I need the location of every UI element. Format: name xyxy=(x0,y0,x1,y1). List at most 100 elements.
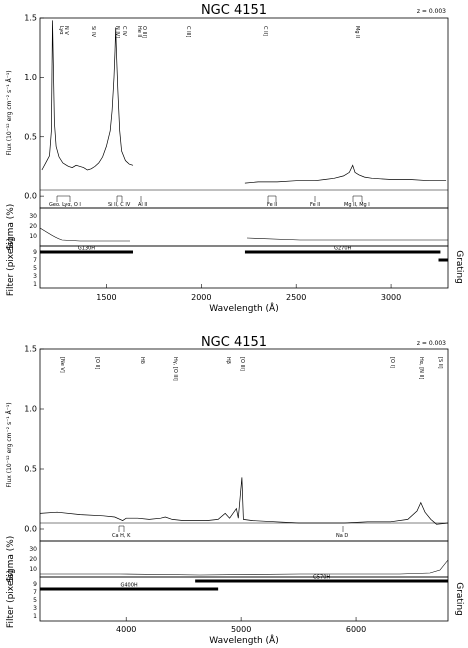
top-grating-label-1: G130H xyxy=(78,246,95,252)
top-filter-frame xyxy=(39,245,449,289)
bottom-y-tick-label: 1.5 xyxy=(24,345,37,354)
bottom-redshift-label: z = 0.003 xyxy=(417,340,446,347)
bottom-y-tick-label: 0.5 xyxy=(24,465,37,474)
bottom-x-tick-label: 5000 xyxy=(231,625,251,634)
bottom-y-tick-label: 1.0 xyxy=(24,405,37,414)
top-filter-tick-3: 3 xyxy=(33,273,37,280)
bottom-x-tick-label: 6000 xyxy=(346,625,366,634)
top-series-line-1 xyxy=(41,20,134,171)
top-sigma-tick-30: 30 xyxy=(29,213,37,220)
absorption-label-feii-2: Fe II xyxy=(310,202,320,208)
top-redshift-label: z = 0.003 xyxy=(417,8,446,15)
bottom-grating-label: Grating xyxy=(454,582,464,616)
bottom-x-tick-label: 4000 xyxy=(116,625,136,634)
top-series-line-2 xyxy=(244,164,447,184)
top-panel: NGC 4151 z = 0.003 Flux (10⁻¹² erg cm⁻² … xyxy=(6,3,464,314)
top-y-ticks: 0.0 0.5 1.0 1.5 xyxy=(24,14,44,201)
emission-label-halpha: Hα, [N II] xyxy=(418,357,424,379)
absorption-label-geo: Geo. Lyα, O I xyxy=(49,202,81,208)
emission-label-oii: [O II] xyxy=(94,357,100,369)
bottom-grating-bar-2 xyxy=(195,579,448,583)
bottom-sigma-curve xyxy=(40,559,449,576)
emission-label-oiii-b: [O III] xyxy=(239,357,245,371)
emission-label-heii: He II xyxy=(136,26,142,37)
bottom-flux-frame xyxy=(39,348,449,542)
top-grating-bars: G130H G270H xyxy=(40,246,448,262)
bottom-filter-tick-7: 7 xyxy=(33,589,37,596)
top-y-tick-label: 0.0 xyxy=(24,192,37,201)
top-filter-label: Filter (pixels) xyxy=(6,238,16,296)
top-filter-tick-7: 7 xyxy=(33,257,37,264)
emission-label-hbeta: Hβ xyxy=(225,357,231,364)
bottom-sigma-tick-30: 30 xyxy=(29,546,37,553)
emission-label-oi: [O I] xyxy=(389,357,395,368)
absorption-label-na: Na D xyxy=(336,533,348,539)
absorption-mark-feii-1 xyxy=(267,195,277,202)
top-filter-tick-5: 5 xyxy=(33,265,37,272)
absorption-label-feii-1: Fe II xyxy=(267,202,277,208)
bottom-sigma-label: Sigma (%) xyxy=(6,536,16,583)
bottom-sigma-frame xyxy=(39,540,449,578)
top-emission-lines: Lyα N V Si IV N IV] C IV He II O III] C … xyxy=(58,26,360,38)
bottom-absorption-lines xyxy=(118,525,344,532)
emission-label-ciii: C III] xyxy=(185,26,191,38)
top-y-tick-label: 0.5 xyxy=(24,132,37,141)
top-x-ticks: 1500 2000 2500 3000 xyxy=(96,284,401,302)
top-y-tick-label: 1.0 xyxy=(24,73,37,82)
emission-label-civ: C IV xyxy=(121,26,127,37)
bottom-filter-tick-1: 1 xyxy=(33,613,37,620)
bottom-sigma-tick-10: 10 xyxy=(29,566,37,573)
bottom-grating-label-2: G570H xyxy=(313,575,330,581)
bottom-grating-bars: G400H G570H xyxy=(40,575,448,591)
top-x-tick-label: 1500 xyxy=(96,293,116,302)
bottom-y-tick-label: 0.0 xyxy=(24,525,37,534)
top-data-series xyxy=(41,20,447,184)
bottom-grating-bar-1 xyxy=(40,587,219,591)
emission-label-hdelta: Hδ xyxy=(139,357,145,364)
emission-label-lya: Lyα xyxy=(58,26,64,35)
top-x-tick-label: 2500 xyxy=(286,293,306,302)
bottom-grating-label-1: G400H xyxy=(120,583,137,589)
top-sigma-curve xyxy=(39,227,448,242)
top-x-axis-label: Wavelength (Å) xyxy=(209,302,278,314)
absorption-label-siii: Si II, C IV xyxy=(108,202,131,208)
emission-label-mgii: Mg II xyxy=(354,26,360,38)
emission-label-niv: N IV] xyxy=(114,26,120,38)
bottom-filter-tick-5: 5 xyxy=(33,597,37,604)
top-grating-bar-1 xyxy=(40,250,133,254)
bottom-x-ticks: 4000 5000 6000 xyxy=(116,617,366,634)
bottom-series-line-1 xyxy=(39,477,449,525)
bottom-emission-lines: [Ne V] [O II] Hδ Hγ, [O III] Hβ [O III] … xyxy=(59,357,443,381)
bottom-sigma-tick-20: 20 xyxy=(29,556,37,563)
emission-label-cii: C II] xyxy=(262,26,268,36)
top-x-tick-label: 3000 xyxy=(381,293,401,302)
bottom-data-series xyxy=(39,477,449,525)
bottom-panel: NGC 4151 z = 0.003 Flux (10⁻¹² erg cm⁻² … xyxy=(6,335,464,646)
emission-label-nv: N V xyxy=(63,26,69,35)
emission-label-sii: [S II] xyxy=(437,357,443,369)
bottom-y-ticks: 0.0 0.5 1.0 1.5 xyxy=(24,345,44,534)
top-sigma-tick-20: 20 xyxy=(29,223,37,230)
absorption-mark-geo xyxy=(56,195,71,202)
emission-label-nev: [Ne V] xyxy=(59,357,65,373)
bottom-filter-frame xyxy=(39,576,449,622)
absorption-mark-ca xyxy=(118,525,125,532)
bottom-x-axis-label: Wavelength (Å) xyxy=(209,634,278,646)
bottom-filter-tick-9: 9 xyxy=(33,581,37,588)
top-chart-title: NGC 4151 xyxy=(201,3,267,18)
top-y-axis-label: Flux (10⁻¹² erg cm⁻² s⁻¹ Å⁻¹) xyxy=(6,70,13,155)
emission-label-oiii: O III] xyxy=(141,26,147,38)
top-filter-tick-1: 1 xyxy=(33,281,37,288)
bottom-filter-tick-3: 3 xyxy=(33,605,37,612)
top-grating-label-2: G270H xyxy=(334,246,351,252)
absorption-mark-siii xyxy=(116,195,123,202)
absorption-label-alii: Al II xyxy=(138,202,147,208)
top-y-tick-label: 1.5 xyxy=(24,14,37,23)
absorption-label-ca: Ca H, K xyxy=(112,533,131,539)
absorption-label-mg: Mg II, Mg I xyxy=(344,202,370,208)
absorption-mark-mg xyxy=(352,195,363,202)
top-grating-bar-3 xyxy=(438,258,448,262)
bottom-y-axis-label: Flux (10⁻¹² erg cm⁻² s⁻¹ Å⁻¹) xyxy=(6,402,13,487)
bottom-filter-label: Filter (pixels) xyxy=(6,570,16,628)
